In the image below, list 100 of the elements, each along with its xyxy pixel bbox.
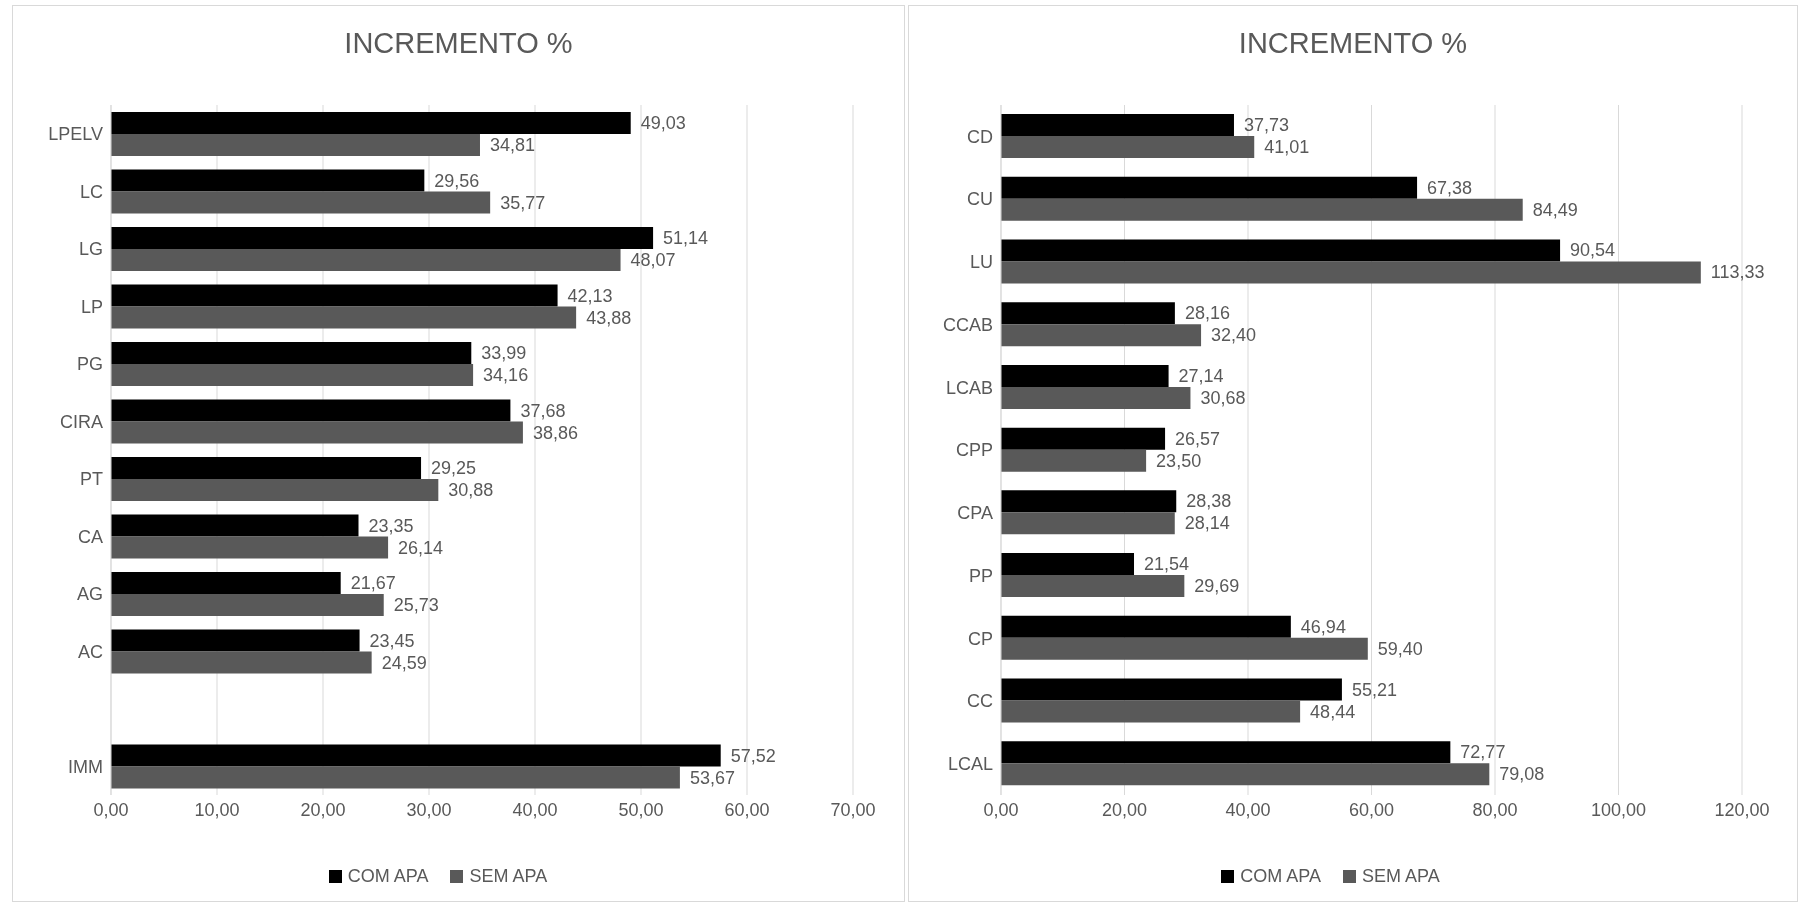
data-label: 28,38 <box>1186 491 1232 512</box>
data-label: 35,77 <box>500 192 546 213</box>
bar <box>1001 763 1490 786</box>
y-tick-label: PT <box>79 469 103 490</box>
data-label: 59,40 <box>1377 638 1423 659</box>
data-label: 21,54 <box>1144 554 1190 575</box>
bar <box>1001 449 1147 472</box>
data-label: 23,50 <box>1156 450 1202 471</box>
bar <box>111 594 384 616</box>
bar <box>111 227 654 249</box>
x-tick-label: 0,00 <box>93 799 129 820</box>
bar <box>111 399 511 422</box>
y-tick-label: LCAL <box>947 754 993 775</box>
data-label: 48,07 <box>630 250 676 270</box>
data-label: 53,67 <box>689 767 735 788</box>
bar <box>1001 637 1368 660</box>
y-tick-label: CPA <box>957 503 993 524</box>
data-label: 21,67 <box>350 573 396 593</box>
x-tick-label: 60,00 <box>1348 799 1395 820</box>
data-label: 25,73 <box>393 595 439 615</box>
data-label: 23,45 <box>369 630 415 651</box>
y-tick-label: CC <box>967 691 993 712</box>
data-label: 32,40 <box>1211 325 1257 346</box>
bar <box>111 364 474 386</box>
bar <box>1001 302 1175 325</box>
bar <box>1001 386 1191 409</box>
bar <box>1001 512 1175 535</box>
x-tick-label: 50,00 <box>618 799 664 820</box>
data-label: 28,14 <box>1184 513 1230 534</box>
bar <box>111 421 523 444</box>
data-label: 28,16 <box>1184 303 1230 324</box>
bar <box>111 766 680 789</box>
data-label: 33,99 <box>481 343 527 363</box>
y-tick-label: CU <box>967 189 993 210</box>
data-label: 29,56 <box>434 170 480 191</box>
bar <box>1001 700 1301 723</box>
bar <box>1001 678 1342 701</box>
legend-label: COM APA <box>1240 866 1321 887</box>
data-label: 29,69 <box>1194 576 1240 597</box>
bar <box>111 191 491 214</box>
x-tick-label: 120,00 <box>1714 799 1770 820</box>
bar <box>111 112 631 134</box>
bar <box>1001 198 1523 221</box>
bar <box>111 536 389 559</box>
y-tick-label: LPELV <box>48 124 103 145</box>
data-label: 49,03 <box>640 113 686 133</box>
data-label: 29,25 <box>431 458 477 478</box>
bar <box>1001 114 1234 136</box>
bar <box>1001 575 1185 598</box>
data-label: 26,57 <box>1175 428 1221 449</box>
bar <box>111 479 439 501</box>
data-label: 67,38 <box>1427 177 1473 198</box>
data-label: 23,35 <box>368 515 414 536</box>
bar <box>111 514 359 537</box>
data-label: 113,33 <box>1710 262 1765 283</box>
data-label: 26,14 <box>398 537 444 558</box>
y-tick-label: LG <box>78 239 103 260</box>
bar <box>111 169 425 192</box>
y-tick-label: CCAB <box>942 314 993 335</box>
x-tick-label: 100,00 <box>1590 799 1647 820</box>
data-label: 30,88 <box>448 480 494 500</box>
bar <box>1001 427 1166 450</box>
data-label: 30,68 <box>1200 387 1246 408</box>
y-tick-label: CPP <box>955 440 993 461</box>
bar <box>111 134 480 156</box>
bar <box>111 284 558 307</box>
bar <box>111 629 360 652</box>
y-tick-label: LCAB <box>945 377 993 398</box>
data-label: 79,08 <box>1499 764 1545 785</box>
bar <box>111 457 422 479</box>
y-tick-label: CA <box>77 526 103 547</box>
data-label: 34,16 <box>483 365 529 385</box>
y-tick-label: CP <box>967 628 993 649</box>
x-tick-label: 10,00 <box>194 799 240 820</box>
y-tick-label: CD <box>967 126 993 147</box>
legend-label: SEM APA <box>1361 866 1440 887</box>
bar <box>1001 490 1177 513</box>
bar <box>111 342 472 364</box>
bar <box>111 744 721 767</box>
bar <box>1001 741 1451 764</box>
chart-title: INCREMENTO % <box>344 27 573 60</box>
y-tick-label: CIRA <box>59 411 103 432</box>
y-tick-label: AC <box>77 641 103 662</box>
bar <box>1001 239 1561 262</box>
chart-title: INCREMENTO % <box>1238 27 1468 60</box>
data-label: 34,81 <box>489 135 536 155</box>
data-label: 55,21 <box>1351 679 1397 700</box>
x-tick-label: 20,00 <box>1101 799 1148 820</box>
y-tick-label: PP <box>968 565 993 586</box>
bar <box>111 651 372 674</box>
bar <box>1001 261 1701 284</box>
data-label: 42,13 <box>567 285 613 306</box>
data-label: 84,49 <box>1532 199 1578 220</box>
x-tick-label: 60,00 <box>724 799 770 820</box>
y-tick-label: PG <box>76 354 103 375</box>
data-label: 46,94 <box>1300 616 1346 637</box>
bar <box>1001 553 1135 576</box>
bar <box>111 306 577 329</box>
y-tick-label: AG <box>76 584 103 605</box>
data-label: 43,88 <box>586 307 632 328</box>
